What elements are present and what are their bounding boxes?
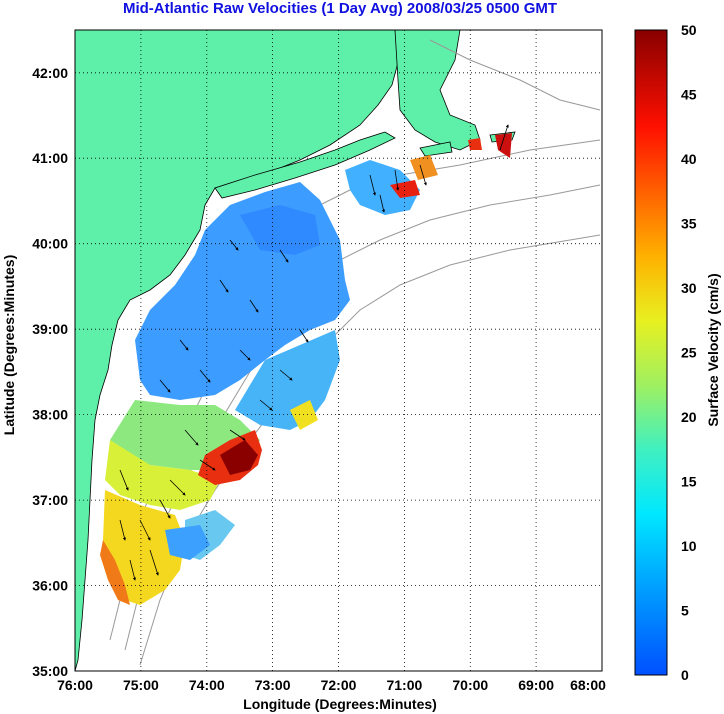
land-long-island xyxy=(214,131,396,199)
y-axis-label: Latitude (Degrees:Minutes) xyxy=(1,255,17,435)
x-tick-labels: 76:00 75:00 74:00 73:00 72:00 71:00 70:0… xyxy=(57,677,606,693)
colorbar-tick-label: 30 xyxy=(681,280,697,296)
colorbar xyxy=(634,29,668,676)
x-tick-label: 75:00 xyxy=(123,677,159,693)
colorbar-tick-labels: 0 5 10 15 20 25 30 35 40 45 50 xyxy=(681,22,697,683)
y-tick-label: 35:00 xyxy=(32,663,68,679)
colorbar-tick-label: 20 xyxy=(681,409,697,425)
x-tick-label: 69:00 xyxy=(518,677,554,693)
colorbar-tick-label: 25 xyxy=(681,345,697,361)
y-tick-label: 36:00 xyxy=(32,578,68,594)
plot-frame xyxy=(74,29,603,672)
colorbar-tick-label: 45 xyxy=(681,87,697,103)
y-tick-label: 40:00 xyxy=(32,236,68,252)
colorbar-tick-label: 15 xyxy=(681,474,697,490)
velocity-field xyxy=(100,133,512,605)
land-mainland xyxy=(75,30,401,671)
x-tick-label: 71:00 xyxy=(386,677,422,693)
colorbar-tick-label: 0 xyxy=(681,667,689,683)
colorbar-tick-label: 40 xyxy=(681,151,697,167)
x-tick-label: 74:00 xyxy=(189,677,225,693)
y-tick-label: 39:00 xyxy=(32,321,68,337)
y-tick-label: 41:00 xyxy=(32,150,68,166)
y-tick-label: 37:00 xyxy=(32,492,68,508)
velocity-vectors xyxy=(119,124,509,581)
colorbar-label: Surface Velocity (cm/s) xyxy=(705,273,721,426)
y-tick-label: 42:00 xyxy=(32,65,68,81)
x-tick-label: 73:00 xyxy=(255,677,291,693)
x-tick-label: 68:00 xyxy=(570,677,606,693)
colorbar-tick-label: 10 xyxy=(681,538,697,554)
x-tick-label: 76:00 xyxy=(57,677,93,693)
y-tick-labels: 35:00 36:00 37:00 38:00 39:00 40:00 41:0… xyxy=(32,65,68,679)
colorbar-tick-label: 35 xyxy=(681,216,697,232)
map-title: Mid-Atlantic Raw Velocities (1 Day Avg) … xyxy=(122,0,558,17)
x-tick-label: 70:00 xyxy=(452,677,488,693)
colorbar-tick-label: 50 xyxy=(681,22,697,38)
y-tick-label: 38:00 xyxy=(32,407,68,423)
graticule-grid xyxy=(75,30,602,671)
colorbar-tick-label: 5 xyxy=(681,603,689,619)
land-islands xyxy=(419,131,516,157)
x-tick-label: 72:00 xyxy=(321,677,357,693)
x-axis-label: Longitude (Degrees:Minutes) xyxy=(243,696,437,712)
